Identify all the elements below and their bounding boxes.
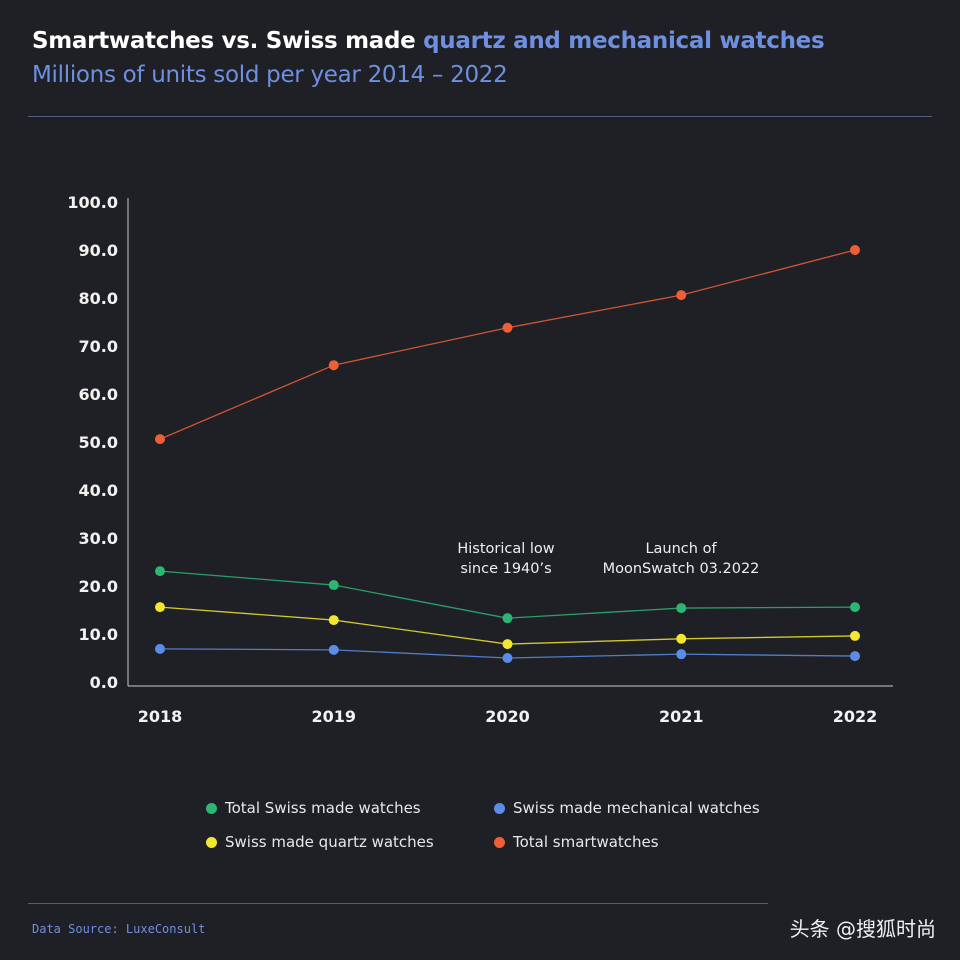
watermark: 头条 @搜狐时尚: [789, 917, 936, 941]
annotation-line: Launch of: [645, 541, 717, 557]
data-point: [155, 566, 165, 577]
data-point: [328, 360, 339, 371]
x-tick-label: 2022: [833, 707, 878, 726]
legend-dot: [206, 802, 217, 814]
title-white: Smartwatches vs. Swiss made: [32, 28, 416, 54]
data-point: [328, 580, 339, 591]
footer-divider: [28, 903, 768, 904]
legend-label: Swiss made quartz watches: [225, 833, 434, 851]
y-tick-label: 30.0: [79, 529, 118, 548]
data-point: [155, 602, 165, 613]
data-point: [676, 649, 687, 660]
data-point: [502, 322, 513, 333]
y-tick-label: 70.0: [79, 337, 118, 356]
legend-item-quartz: Swiss made quartz watches: [206, 833, 434, 851]
x-tick-label: 2020: [485, 707, 530, 726]
annotation-line: Historical low: [457, 541, 555, 557]
data-point: [850, 630, 860, 641]
legend-item-mechanical: Swiss made mechanical watches: [494, 799, 760, 817]
data-point: [502, 653, 513, 663]
x-tick-label: 2018: [138, 707, 183, 726]
legend-dot: [494, 802, 505, 814]
legend-dot: [206, 836, 217, 848]
data-point: [328, 615, 339, 626]
legend-label: Total smartwatches: [513, 833, 659, 851]
data-source: Data Source: LuxeConsult: [32, 922, 206, 936]
data-point: [676, 633, 687, 644]
annotation-historical-low: Historical low since 1940’s: [440, 539, 572, 579]
annotation-line: since 1940’s: [460, 561, 552, 577]
series-line-3: [159, 249, 856, 440]
y-tick-label: 40.0: [79, 481, 118, 500]
data-point: [502, 639, 513, 650]
y-tick-label: 80.0: [79, 289, 118, 308]
y-tick-label: 10.0: [79, 625, 118, 644]
legend-label: Swiss made mechanical watches: [513, 799, 760, 817]
chart-subtitle: Millions of units sold per year 2014 – 2…: [32, 62, 508, 88]
data-point: [850, 602, 860, 613]
legend-item-smartwatches: Total smartwatches: [494, 833, 659, 851]
y-tick-label: 50.0: [79, 433, 118, 452]
y-tick-label: 100.0: [67, 193, 118, 212]
data-point: [328, 644, 339, 655]
data-point: [155, 434, 165, 445]
data-point: [155, 643, 165, 654]
chart-title: Smartwatches vs. Swiss made quartz and m…: [32, 28, 825, 54]
y-tick-label: 20.0: [79, 577, 118, 596]
x-tick-label: 2021: [659, 707, 704, 726]
title-highlight: quartz and mechanical watches: [423, 28, 825, 54]
y-tick-label: 60.0: [79, 385, 118, 404]
data-point: [850, 651, 860, 662]
data-point: [850, 245, 860, 255]
legend-dot: [494, 836, 505, 848]
x-tick-label: 2019: [311, 707, 356, 726]
data-point: [676, 290, 687, 301]
legend-item-total-swiss: Total Swiss made watches: [206, 799, 421, 817]
header-divider: [28, 116, 932, 117]
series-line-2: [159, 606, 856, 645]
annotation-moonswatch: Launch of MoonSwatch 03.2022: [591, 539, 771, 579]
legend-label: Total Swiss made watches: [225, 799, 421, 817]
data-point: [502, 613, 513, 624]
annotation-line: MoonSwatch 03.2022: [602, 561, 760, 577]
y-tick-label: 90.0: [79, 241, 118, 260]
data-point: [676, 603, 687, 614]
y-tick-label: 0.0: [90, 673, 118, 692]
